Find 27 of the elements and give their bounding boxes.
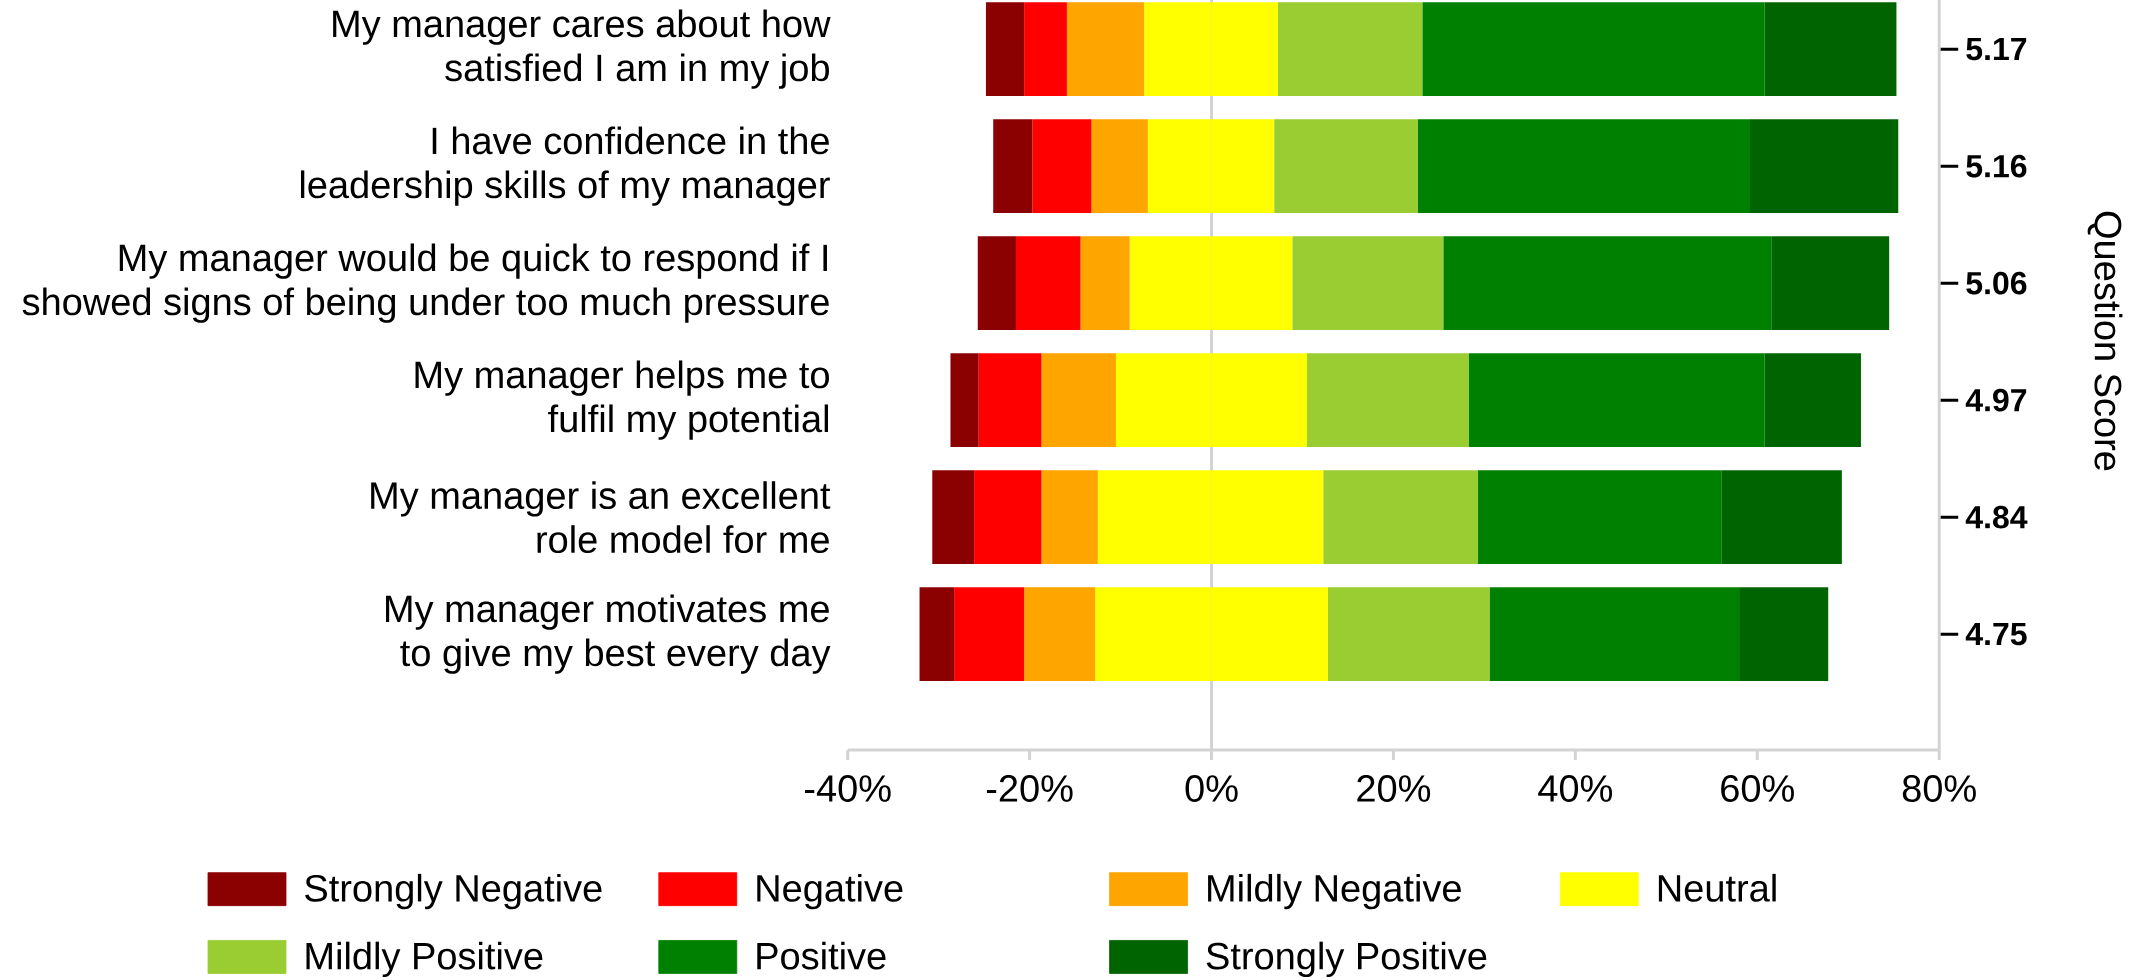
legend-label: Strongly Negative — [305, 873, 602, 910]
legend-label: Strongly Positive — [1206, 941, 1487, 978]
y-tick-label: I have confidence in the leadership skills of my manager — [300, 126, 830, 206]
y-tick-label: My manager cares about how satisfied I am in my job — [333, 9, 831, 89]
x-tick-label: 40% — [1538, 775, 1613, 802]
y-tick-label: My manager helps me to fulfil my potential — [415, 360, 829, 440]
legend-label: Mildly Positive — [306, 941, 543, 978]
y2-axis-title: Question Score — [2087, 211, 2123, 471]
y2-tick-label: 5.16 — [1966, 154, 2027, 178]
y2-tick-label: 5.06 — [1966, 271, 2027, 295]
x-tick-label: -40% — [805, 775, 891, 802]
y-tick-label: My manager would be quick to respond if I showed signs of being under too much pressure — [22, 243, 829, 323]
legend-label: Mildly Negative — [1208, 873, 1461, 910]
y2-tick-label: 4.75 — [1965, 623, 2027, 646]
y-tick-label: My manager motivates me to give my best every day — [386, 594, 831, 674]
y-tick-label: My manager is an excellent role model for me — [371, 481, 831, 554]
x-tick-label: 20% — [1357, 775, 1431, 802]
x-tick-label: 80% — [1902, 775, 1976, 802]
y2-tick-label: 5.17 — [1966, 37, 2027, 61]
y2-tick-label: 4.97 — [1965, 388, 2027, 412]
x-tick-label: 0% — [1185, 775, 1238, 802]
y2-tick-label: 4.84 — [1965, 505, 2028, 529]
x-tick-label: -20% — [986, 775, 1073, 802]
x-tick-label: 60% — [1721, 775, 1794, 802]
legend-label: Positive — [757, 941, 886, 970]
legend-label: Neutral — [1658, 873, 1776, 902]
legend-label: Negative — [757, 873, 903, 910]
